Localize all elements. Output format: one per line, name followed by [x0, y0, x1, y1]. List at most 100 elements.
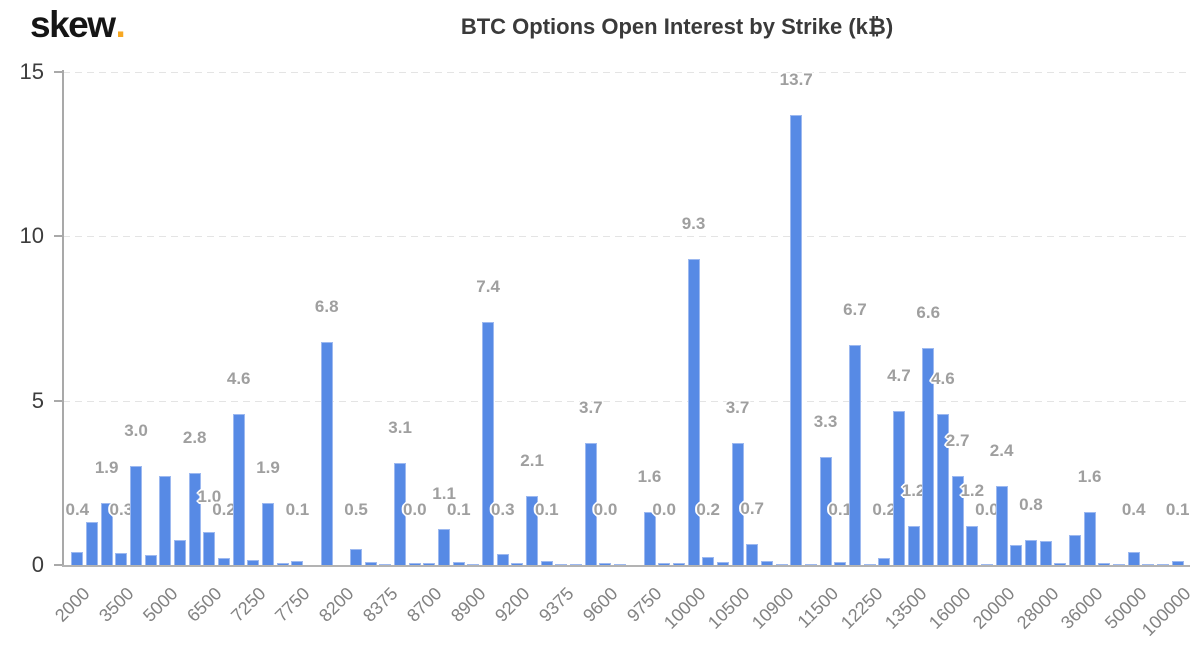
- bar: [174, 540, 187, 565]
- bar: [878, 558, 891, 565]
- y-tick-label: 10: [19, 223, 44, 249]
- bar-value-label: 2.7: [945, 431, 970, 450]
- bar: [1127, 552, 1140, 565]
- x-axis-label: 7250: [227, 583, 270, 626]
- bar: [130, 466, 143, 565]
- x-axis-label: 3500: [95, 583, 138, 626]
- bar: [262, 503, 275, 565]
- y-axis-tick: [54, 564, 62, 566]
- bar-value-label: 0.0: [593, 500, 618, 519]
- bar: [1024, 540, 1037, 565]
- bar-value-label: 6.6: [916, 303, 941, 322]
- bar-value-label: 1.6: [637, 467, 662, 486]
- bar-value-label: 0.3: [490, 500, 515, 519]
- bar-value-label: 1.2: [901, 481, 926, 500]
- bar: [1112, 564, 1125, 565]
- bar-value-label: 0.1: [1165, 500, 1190, 519]
- x-axis-label: 5000: [139, 583, 182, 626]
- bar-value-label: 1.0: [197, 487, 222, 506]
- bar-value-label: 1.6: [1077, 467, 1102, 486]
- bar: [1039, 541, 1052, 565]
- bar: [188, 473, 201, 565]
- bar: [892, 411, 905, 565]
- bar: [848, 345, 861, 565]
- bar-value-label: 0.1: [446, 500, 471, 519]
- bar: [320, 342, 333, 565]
- bar: [614, 564, 627, 565]
- bar-value-label: 4.6: [931, 369, 955, 388]
- bar-value-label: 3.7: [578, 398, 603, 417]
- bar: [1142, 564, 1155, 565]
- bar-value-label: 0.0: [975, 500, 999, 519]
- bar: [804, 564, 817, 565]
- bar: [643, 512, 656, 565]
- bar: [716, 562, 729, 565]
- bar: [834, 562, 847, 565]
- bar: [936, 414, 949, 565]
- bar: [100, 503, 113, 565]
- x-axis-label: 8700: [403, 583, 446, 626]
- grid-line: [63, 236, 1190, 238]
- bar-value-label: 4.7: [887, 366, 911, 385]
- bar: [496, 554, 509, 565]
- bar-value-label: 0.8: [1019, 495, 1043, 514]
- bar: [86, 522, 98, 565]
- bar: [482, 322, 495, 565]
- grid-line: [63, 400, 1190, 402]
- bar-value-label: 3.7: [725, 398, 750, 417]
- bar-value-label: 2.1: [520, 451, 544, 470]
- brand-logo-dot: .: [115, 4, 126, 45]
- x-axis-label: 2000: [51, 583, 94, 626]
- bar: [350, 549, 363, 565]
- x-axis-label: 6500: [183, 583, 226, 626]
- bar-value-label: 1.1: [432, 484, 456, 503]
- bar: [467, 564, 480, 565]
- bar-value-label: 0.2: [696, 500, 720, 519]
- bar-value-label: 1.2: [960, 481, 985, 500]
- bar: [438, 529, 451, 565]
- bar: [159, 476, 172, 565]
- bar: [144, 555, 157, 565]
- bar-value-label: 0.0: [402, 500, 427, 519]
- bar: [790, 115, 803, 565]
- x-axis-label: 8375: [359, 583, 402, 626]
- bar: [423, 563, 436, 565]
- bar: [71, 552, 84, 565]
- bar: [922, 348, 935, 565]
- bar-value-label: 4.6: [226, 369, 251, 388]
- bar: [863, 564, 876, 565]
- bar: [555, 564, 568, 565]
- bar-value-label: 0.2: [872, 500, 897, 519]
- y-axis-tick: [54, 71, 62, 73]
- x-axis-label: 10900: [748, 583, 798, 633]
- bar: [1068, 535, 1081, 565]
- bar: [760, 561, 773, 565]
- bar: [1156, 564, 1169, 565]
- bar-value-label: 13.7: [779, 70, 813, 89]
- bar-value-label: 0.1: [285, 500, 310, 519]
- bar: [394, 463, 407, 565]
- bar: [276, 563, 289, 565]
- bar: [232, 414, 245, 565]
- bar: [364, 562, 377, 565]
- brand-logo-text: skew: [30, 4, 116, 45]
- bar: [247, 560, 260, 565]
- bar: [672, 563, 685, 565]
- bar: [1098, 563, 1111, 565]
- bar: [980, 564, 993, 565]
- bar-value-label: 0.4: [1121, 500, 1146, 519]
- x-axis-label: 11500: [793, 583, 842, 632]
- bar-value-label: 0.5: [344, 500, 368, 519]
- bar: [1171, 561, 1184, 565]
- bar: [379, 564, 392, 565]
- bar-value-label: 3.3: [813, 412, 838, 431]
- x-axis-label: 9600: [579, 583, 622, 626]
- bar: [702, 557, 715, 565]
- x-axis-label: 8900: [447, 583, 490, 626]
- bar-value-label: 0.0: [652, 500, 676, 519]
- bar: [995, 486, 1008, 565]
- bar: [951, 476, 964, 565]
- x-axis-label: 9200: [491, 583, 534, 626]
- x-axis-label: 7750: [271, 583, 314, 626]
